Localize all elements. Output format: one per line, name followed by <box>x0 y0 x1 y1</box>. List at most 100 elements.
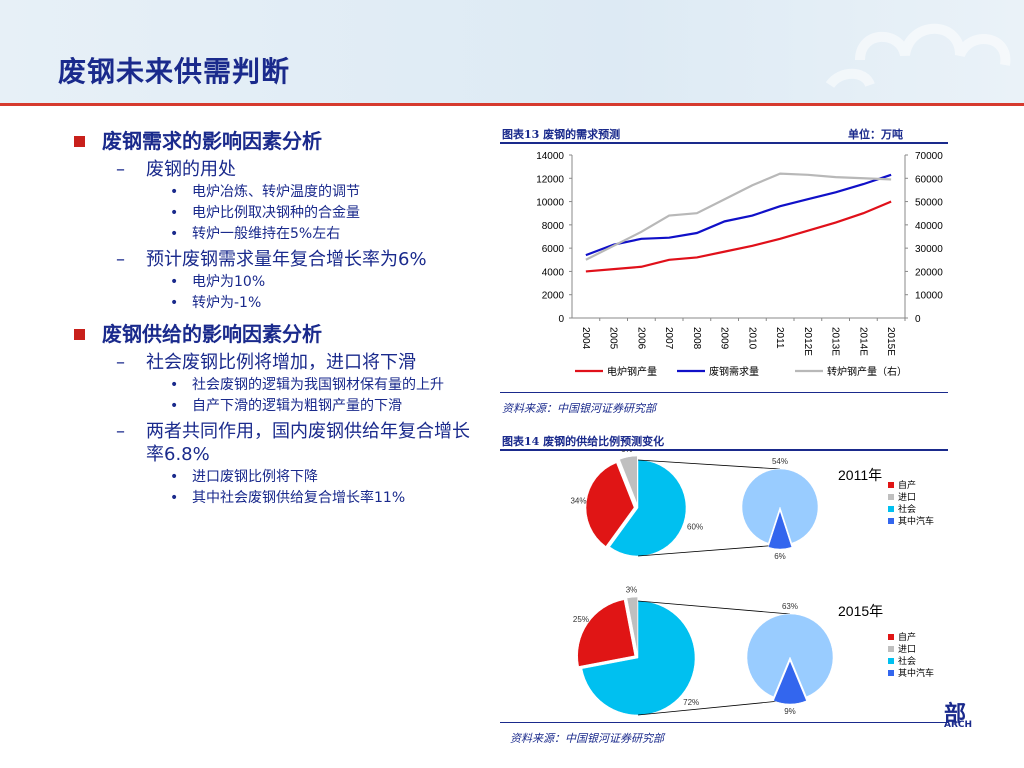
pie-slice-label: 6% <box>621 450 633 454</box>
breakout-slice <box>767 510 793 550</box>
y-tick-label: 14000 <box>536 151 564 162</box>
figure14-bottom-rule <box>500 722 948 723</box>
connector-line <box>637 544 781 557</box>
bullet-sub: – 废钢的用处 <box>116 159 236 180</box>
connector-line <box>637 459 781 470</box>
y2-tick-label: 70000 <box>915 151 943 162</box>
y-tick-label: 12000 <box>536 174 564 185</box>
y2-tick-label: 10000 <box>915 291 943 302</box>
legend-swatch <box>888 646 894 652</box>
legend-label: 进口 <box>898 644 916 654</box>
x-tick-label: 2012E <box>802 327 813 356</box>
y-tick-label: 10000 <box>536 198 564 209</box>
x-tick-label: 2004 <box>580 327 591 350</box>
header-divider <box>0 103 1024 106</box>
breakout-label: 63% <box>782 602 798 611</box>
logo-subtext: ARCH <box>944 720 973 730</box>
y2-tick-label: 50000 <box>915 198 943 209</box>
x-tick-label: 2013E <box>830 327 841 356</box>
series-line <box>585 172 892 261</box>
bullet-sub: – 两者共同作用，国内废钢供给年复合增长率6.8% <box>116 421 470 465</box>
legend-label: 转炉钢产量（右） <box>827 365 907 378</box>
legend-swatch <box>888 494 894 500</box>
pie-slice-label: 60% <box>687 523 703 532</box>
legend-label: 进口 <box>898 492 916 502</box>
pie-year-title: 2011年 <box>838 467 882 483</box>
legend-swatch <box>888 482 894 488</box>
connector-line <box>637 600 791 615</box>
series-line <box>585 173 892 257</box>
bullet-item: • 电炉冶炼、转炉温度的调节 <box>170 184 360 200</box>
y2-tick-label: 20000 <box>915 267 943 278</box>
legend-label: 社会 <box>898 503 916 514</box>
bullet-sub: – 社会废钢比例将增加，进口将下滑 <box>116 352 416 373</box>
breakout-slice <box>746 613 834 698</box>
pie-slice-label: 72% <box>683 698 699 707</box>
x-tick-label: 2007 <box>663 327 674 350</box>
legend-label: 电炉钢产量 <box>607 365 657 378</box>
legend-label: 其中汽车 <box>898 667 934 678</box>
bullet-item: • 电炉比例取决钢种的合金量 <box>170 205 360 221</box>
supply-pie-charts: 60%34%6%54%6%2011年自产进口社会其中汽车72%25%3%63%9… <box>570 450 934 716</box>
pie-slice-label: 3% <box>626 585 638 594</box>
bullet-item: • 转炉为-1% <box>170 295 262 311</box>
slide-header <box>0 0 1024 103</box>
x-tick-label: 2015E <box>885 327 896 356</box>
bullet-heading-demand: 废钢需求的影响因素分析 <box>74 128 474 154</box>
bullet-sub: – 预计废钢需求量年复合增长率为6% <box>116 249 427 270</box>
pie-slice <box>581 600 696 716</box>
pie-slice-label: 25% <box>573 615 589 624</box>
y-tick-label: 0 <box>558 314 564 325</box>
legend-label: 自产 <box>898 479 916 490</box>
figure14-rule <box>500 449 948 451</box>
bullet-item: • 其中社会废钢供给复合增长率11% <box>170 490 406 506</box>
pie-slice-label: 34% <box>570 496 586 505</box>
legend-label: 其中汽车 <box>898 515 934 526</box>
slide-title: 废钢未来供需判断 <box>58 55 291 88</box>
bullet-item: • 社会废钢的逻辑为我国钢材保有量的上升 <box>170 377 444 393</box>
breakout-label: 54% <box>772 457 788 466</box>
x-tick-label: 2009 <box>719 327 730 350</box>
bullet-item: • 自产下滑的逻辑为粗钢产量的下滑 <box>170 398 402 414</box>
breakout-slice <box>741 468 819 544</box>
x-tick-label: 2006 <box>635 327 646 350</box>
figure14-source: 资料来源：中国银河证券研究部 <box>510 732 664 745</box>
x-tick-label: 2008 <box>691 327 702 350</box>
connector-line <box>637 699 791 716</box>
figure13-unit: 单位：万吨 <box>848 128 903 141</box>
legend-swatch <box>888 518 894 524</box>
bullet-content: 废钢需求的影响因素分析 – 废钢的用处 • 电炉冶炼、转炉温度的调节 • 电炉比例取决… <box>74 124 474 508</box>
y-tick-label: 6000 <box>542 244 565 255</box>
y2-tick-label: 30000 <box>915 244 943 255</box>
series-line <box>585 200 892 273</box>
pie-slice <box>619 455 638 505</box>
y-tick-label: 8000 <box>542 221 565 232</box>
figure14-title: 图表14 废钢的供给比例预测变化 <box>502 435 665 448</box>
bullet-heading-supply: 废钢供给的影响因素分析 <box>74 321 474 347</box>
x-tick-label: 2010 <box>746 327 757 350</box>
pie-slice <box>609 459 687 557</box>
y2-tick-label: 0 <box>915 314 921 325</box>
legend-swatch <box>888 658 894 664</box>
breakout-slice <box>773 660 807 705</box>
breakout-label: 9% <box>784 707 796 716</box>
x-tick-label: 2014E <box>857 327 868 356</box>
figure13-rule <box>500 142 948 144</box>
cloud-decoration-icon <box>825 23 1011 89</box>
legend-swatch <box>888 670 894 676</box>
square-bullet-icon <box>74 136 85 147</box>
y2-tick-label: 60000 <box>915 174 943 185</box>
y2-tick-label: 40000 <box>915 221 943 232</box>
legend-label: 自产 <box>898 631 916 642</box>
bullet-item: • 进口废钢比例将下降 <box>170 469 318 485</box>
pie-year-title: 2015年 <box>838 603 883 619</box>
logo-text: 部 <box>944 702 967 727</box>
pie-slice <box>626 596 638 655</box>
breakout-label: 6% <box>774 552 786 561</box>
figure13-bottom-rule <box>500 392 948 393</box>
y-tick-label: 4000 <box>542 267 565 278</box>
legend-swatch <box>888 506 894 512</box>
demand-line-chart: 0 2000 4000 6000 8000 10000 12000 14000 0 10000 20… <box>536 151 943 378</box>
bullet-item: • 电炉为10% <box>170 274 266 290</box>
figure13-title: 图表13 废钢的需求预测 <box>502 128 621 141</box>
